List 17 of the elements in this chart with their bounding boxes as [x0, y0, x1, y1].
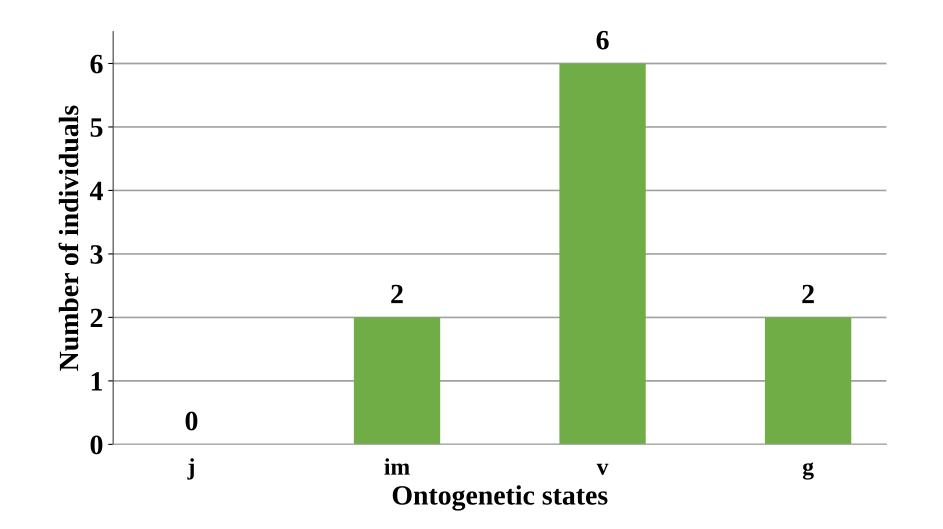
x-tick-label: g	[802, 462, 814, 480]
y-tick-label: 1	[92, 372, 102, 391]
y-tick-label: 3	[90, 245, 102, 264]
data-label: 2	[802, 284, 814, 304]
y-axis-title: Number of individuals	[58, 105, 78, 371]
y-tick-label: 2	[90, 308, 102, 328]
x-tick-label: v	[596, 464, 608, 475]
y-tick-label: 6	[90, 54, 103, 74]
y-tick-label: 5	[90, 118, 102, 137]
data-label: 2	[391, 284, 403, 304]
data-label: 6	[596, 30, 609, 50]
x-tick-label: j	[187, 458, 194, 480]
y-tick-label: 4	[90, 182, 103, 200]
x-tick-label: im	[384, 458, 410, 475]
data-label: 0	[186, 412, 198, 430]
x-axis-title: Ontogenetic states	[392, 485, 608, 511]
y-tick-label: 0	[90, 436, 102, 454]
